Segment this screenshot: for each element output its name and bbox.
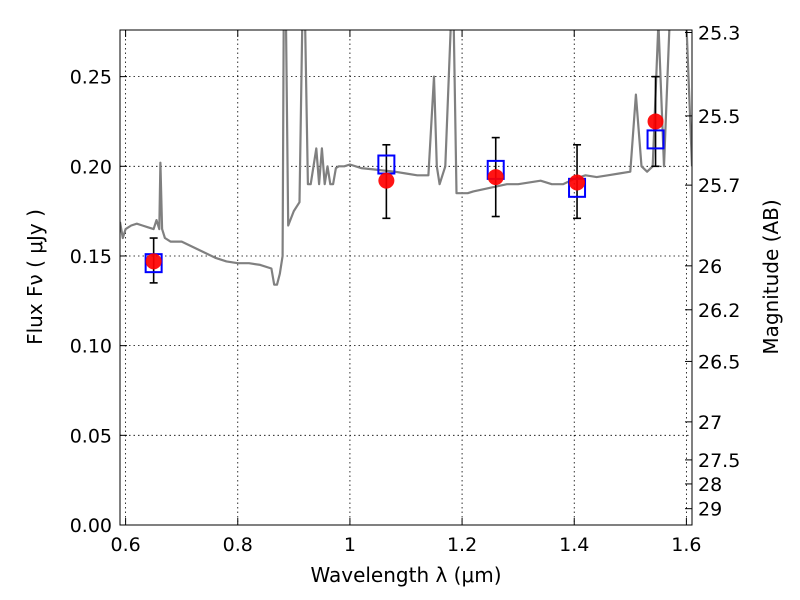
y2-tick-label: 27.5 xyxy=(698,450,740,472)
x-tick-label: 1.6 xyxy=(671,534,701,556)
y2-axis-label: Magnitude (AB) xyxy=(759,199,783,354)
axis-ticks: 0.6 0.8 1 1.2 1.4 1.6 0.00 0.05 0.10 0.15 0.20 0.25… xyxy=(70,23,741,556)
observed-flux-point xyxy=(647,113,664,130)
x-tick-label: 1.2 xyxy=(447,534,477,556)
y2-tick-label: 25.5 xyxy=(698,106,740,128)
y-tick-label: 0.20 xyxy=(70,156,112,178)
x-tick-label: 1.4 xyxy=(559,534,589,556)
model-flux-square xyxy=(646,129,665,150)
x-axis-label: Wavelength λ (μm) xyxy=(310,563,501,587)
y-axis-label: Flux Fν ( μJy ) xyxy=(23,209,47,345)
grid-lines xyxy=(120,30,692,525)
y-tick-label: 0.25 xyxy=(70,67,112,89)
y-tick-label: 0.10 xyxy=(70,336,112,358)
plot-area xyxy=(120,30,692,286)
observed-flux-point xyxy=(145,253,162,270)
x-tick-label: 0.6 xyxy=(110,534,140,556)
y2-tick-label: 25.7 xyxy=(698,175,740,197)
y2-tick-label: 26 xyxy=(698,256,722,278)
plot-frame xyxy=(119,29,693,526)
observed-flux-point xyxy=(378,172,395,189)
y2-tick-label: 28 xyxy=(698,474,722,496)
y-tick-label: 0.05 xyxy=(70,425,112,447)
y2-tick-label: 29 xyxy=(698,499,722,521)
y-tick-label: 0.15 xyxy=(70,246,112,268)
y2-tick-label: 25.3 xyxy=(698,23,740,45)
y2-tick-label: 26.2 xyxy=(698,300,740,322)
x-tick-label: 1 xyxy=(344,534,356,556)
observed-flux-point xyxy=(569,174,586,191)
model-spectrum-line xyxy=(120,30,692,286)
x-tick-label: 0.8 xyxy=(223,534,253,556)
observed-flux-point xyxy=(487,169,504,186)
y2-tick-label: 26.5 xyxy=(698,351,740,373)
y-tick-label: 0.00 xyxy=(70,515,112,537)
y2-tick-label: 27 xyxy=(698,412,722,434)
